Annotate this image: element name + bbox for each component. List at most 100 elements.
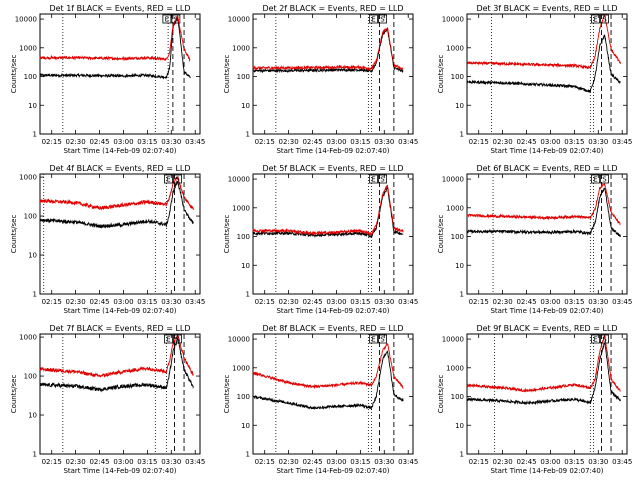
panel-title: Det 1f BLACK = Events, RED = LLD	[49, 4, 190, 13]
interval-label: E	[593, 336, 597, 344]
y-tick-label: 100	[237, 73, 250, 81]
interval-label: E	[371, 176, 375, 184]
y-tick-label: 1000	[19, 174, 37, 182]
y-tick-label: 1000	[232, 364, 250, 372]
interval-label-box	[591, 174, 600, 184]
x-tick-label: 02:45	[89, 138, 109, 146]
x-tick-label: 02:45	[89, 298, 109, 306]
x-axis-label: Start Time (14-Feb-09 02:07:40)	[276, 147, 389, 155]
y-tick-label: 10000	[442, 176, 464, 184]
lld-series-line	[252, 342, 404, 389]
plot-frame	[466, 173, 628, 295]
y-tick-label: 100	[451, 73, 464, 81]
x-tick-label: 02:45	[302, 458, 322, 466]
interval-label: E	[166, 176, 170, 184]
interval-label: E	[593, 16, 597, 24]
x-tick-label: 02:30	[66, 298, 86, 306]
panel-title: Det 2f BLACK = Events, RED = LLD	[262, 4, 403, 13]
x-tick-label: 03:30	[161, 458, 181, 466]
x-tick-label: 03:00	[540, 298, 560, 306]
detector-panel: Det 2f BLACK = Events, RED = LLD 1 10 100 10…	[223, 4, 418, 155]
y-tick-label: 100	[237, 233, 250, 241]
lld-series-line	[39, 334, 194, 379]
y-tick-label: 1000	[232, 44, 250, 52]
interval-label: S	[602, 176, 607, 184]
y-tick-label: 10	[28, 102, 37, 110]
x-tick-label: 03:30	[588, 298, 608, 306]
x-tick-label: 02:30	[493, 298, 513, 306]
y-tick-label: 1	[246, 291, 250, 299]
x-tick-label: 03:30	[588, 458, 608, 466]
interval-label-box	[600, 334, 609, 344]
events-series-line	[466, 187, 621, 238]
detector-panel: Det 1f BLACK = Events, RED = LLD 1 10 100 10…	[10, 4, 205, 155]
x-tick-label: 03:00	[540, 138, 560, 146]
y-tick-label: 10	[28, 252, 37, 260]
y-axis-label: Counts/sec	[10, 215, 18, 254]
interval-label-box	[162, 14, 172, 24]
y-tick-label: 1000	[19, 334, 37, 342]
x-tick-label: 02:15	[255, 298, 275, 306]
detector-panel: Det 5f BLACK = Events, RED = LLD 1 10 100 10…	[223, 164, 418, 315]
x-tick-label: 03:15	[137, 138, 157, 146]
x-tick-label: 02:45	[516, 298, 536, 306]
interval-label-box	[369, 334, 378, 344]
interval-label: E	[593, 176, 597, 184]
interval-label: S	[175, 336, 180, 344]
y-axis-label: Counts/sec	[437, 215, 445, 254]
interval-label-box	[164, 334, 173, 344]
interval-label-box	[591, 14, 600, 24]
y-tick-label: 1	[246, 451, 250, 459]
interval-label-box	[591, 334, 600, 344]
interval-label: E	[165, 16, 169, 24]
x-tick-label: 03:45	[612, 298, 632, 306]
panel-title: Det 5f BLACK = Events, RED = LLD	[262, 164, 403, 173]
y-tick-label: 100	[24, 373, 37, 381]
y-tick-label: 10	[455, 422, 464, 430]
y-tick-label: 100	[24, 213, 37, 221]
detector-panel: Det 3f BLACK = Events, RED = LLD 1 10 100 10…	[437, 4, 632, 155]
events-series-line	[252, 350, 404, 411]
x-tick-label: 02:30	[493, 458, 513, 466]
x-tick-label: 03:15	[137, 458, 157, 466]
x-tick-label: 03:15	[350, 138, 370, 146]
interval-label-box	[378, 14, 387, 24]
x-axis-label: Start Time (14-Feb-09 02:07:40)	[63, 467, 176, 475]
y-tick-label: 10000	[442, 336, 464, 344]
y-tick-label: 100	[24, 73, 37, 81]
x-tick-label: 02:15	[469, 458, 489, 466]
x-axis-label: Start Time (14-Feb-09 02:07:40)	[490, 467, 603, 475]
y-tick-label: 10	[455, 102, 464, 110]
panel-title: Det 6f BLACK = Events, RED = LLD	[476, 164, 617, 173]
panel-title: Det 9f BLACK = Events, RED = LLD	[476, 324, 617, 333]
x-tick-label: 03:45	[185, 298, 205, 306]
interval-label: S	[380, 176, 385, 184]
interval-label-box	[173, 334, 182, 344]
x-tick-label: 02:15	[255, 138, 275, 146]
plot-frame	[466, 333, 628, 455]
detector-panel: Det 7f BLACK = Events, RED = LLD 1 10 100 10…	[10, 324, 205, 475]
x-tick-label: 02:15	[42, 458, 62, 466]
interval-label-box	[378, 334, 387, 344]
interval-label: S	[380, 16, 385, 24]
x-tick-label: 03:15	[564, 138, 584, 146]
lld-series-line	[252, 27, 404, 72]
interval-label: E	[166, 336, 170, 344]
x-tick-label: 02:45	[89, 458, 109, 466]
y-axis-label: Counts/sec	[10, 55, 18, 94]
y-tick-label: 1000	[446, 204, 464, 212]
y-tick-label: 1000	[19, 44, 37, 52]
x-tick-label: 02:30	[279, 298, 299, 306]
events-series-line	[39, 15, 191, 80]
y-tick-label: 100	[451, 233, 464, 241]
lld-series-line	[466, 182, 621, 226]
interval-label: E	[371, 16, 375, 24]
events-series-line	[466, 34, 621, 94]
x-tick-label: 02:30	[279, 138, 299, 146]
panel-title: Det 8f BLACK = Events, RED = LLD	[262, 324, 403, 333]
y-tick-label: 1000	[446, 44, 464, 52]
x-tick-label: 02:15	[469, 138, 489, 146]
x-axis-label: Start Time (14-Feb-09 02:07:40)	[63, 147, 176, 155]
interval-label: S	[175, 176, 180, 184]
x-tick-label: 02:45	[516, 458, 536, 466]
